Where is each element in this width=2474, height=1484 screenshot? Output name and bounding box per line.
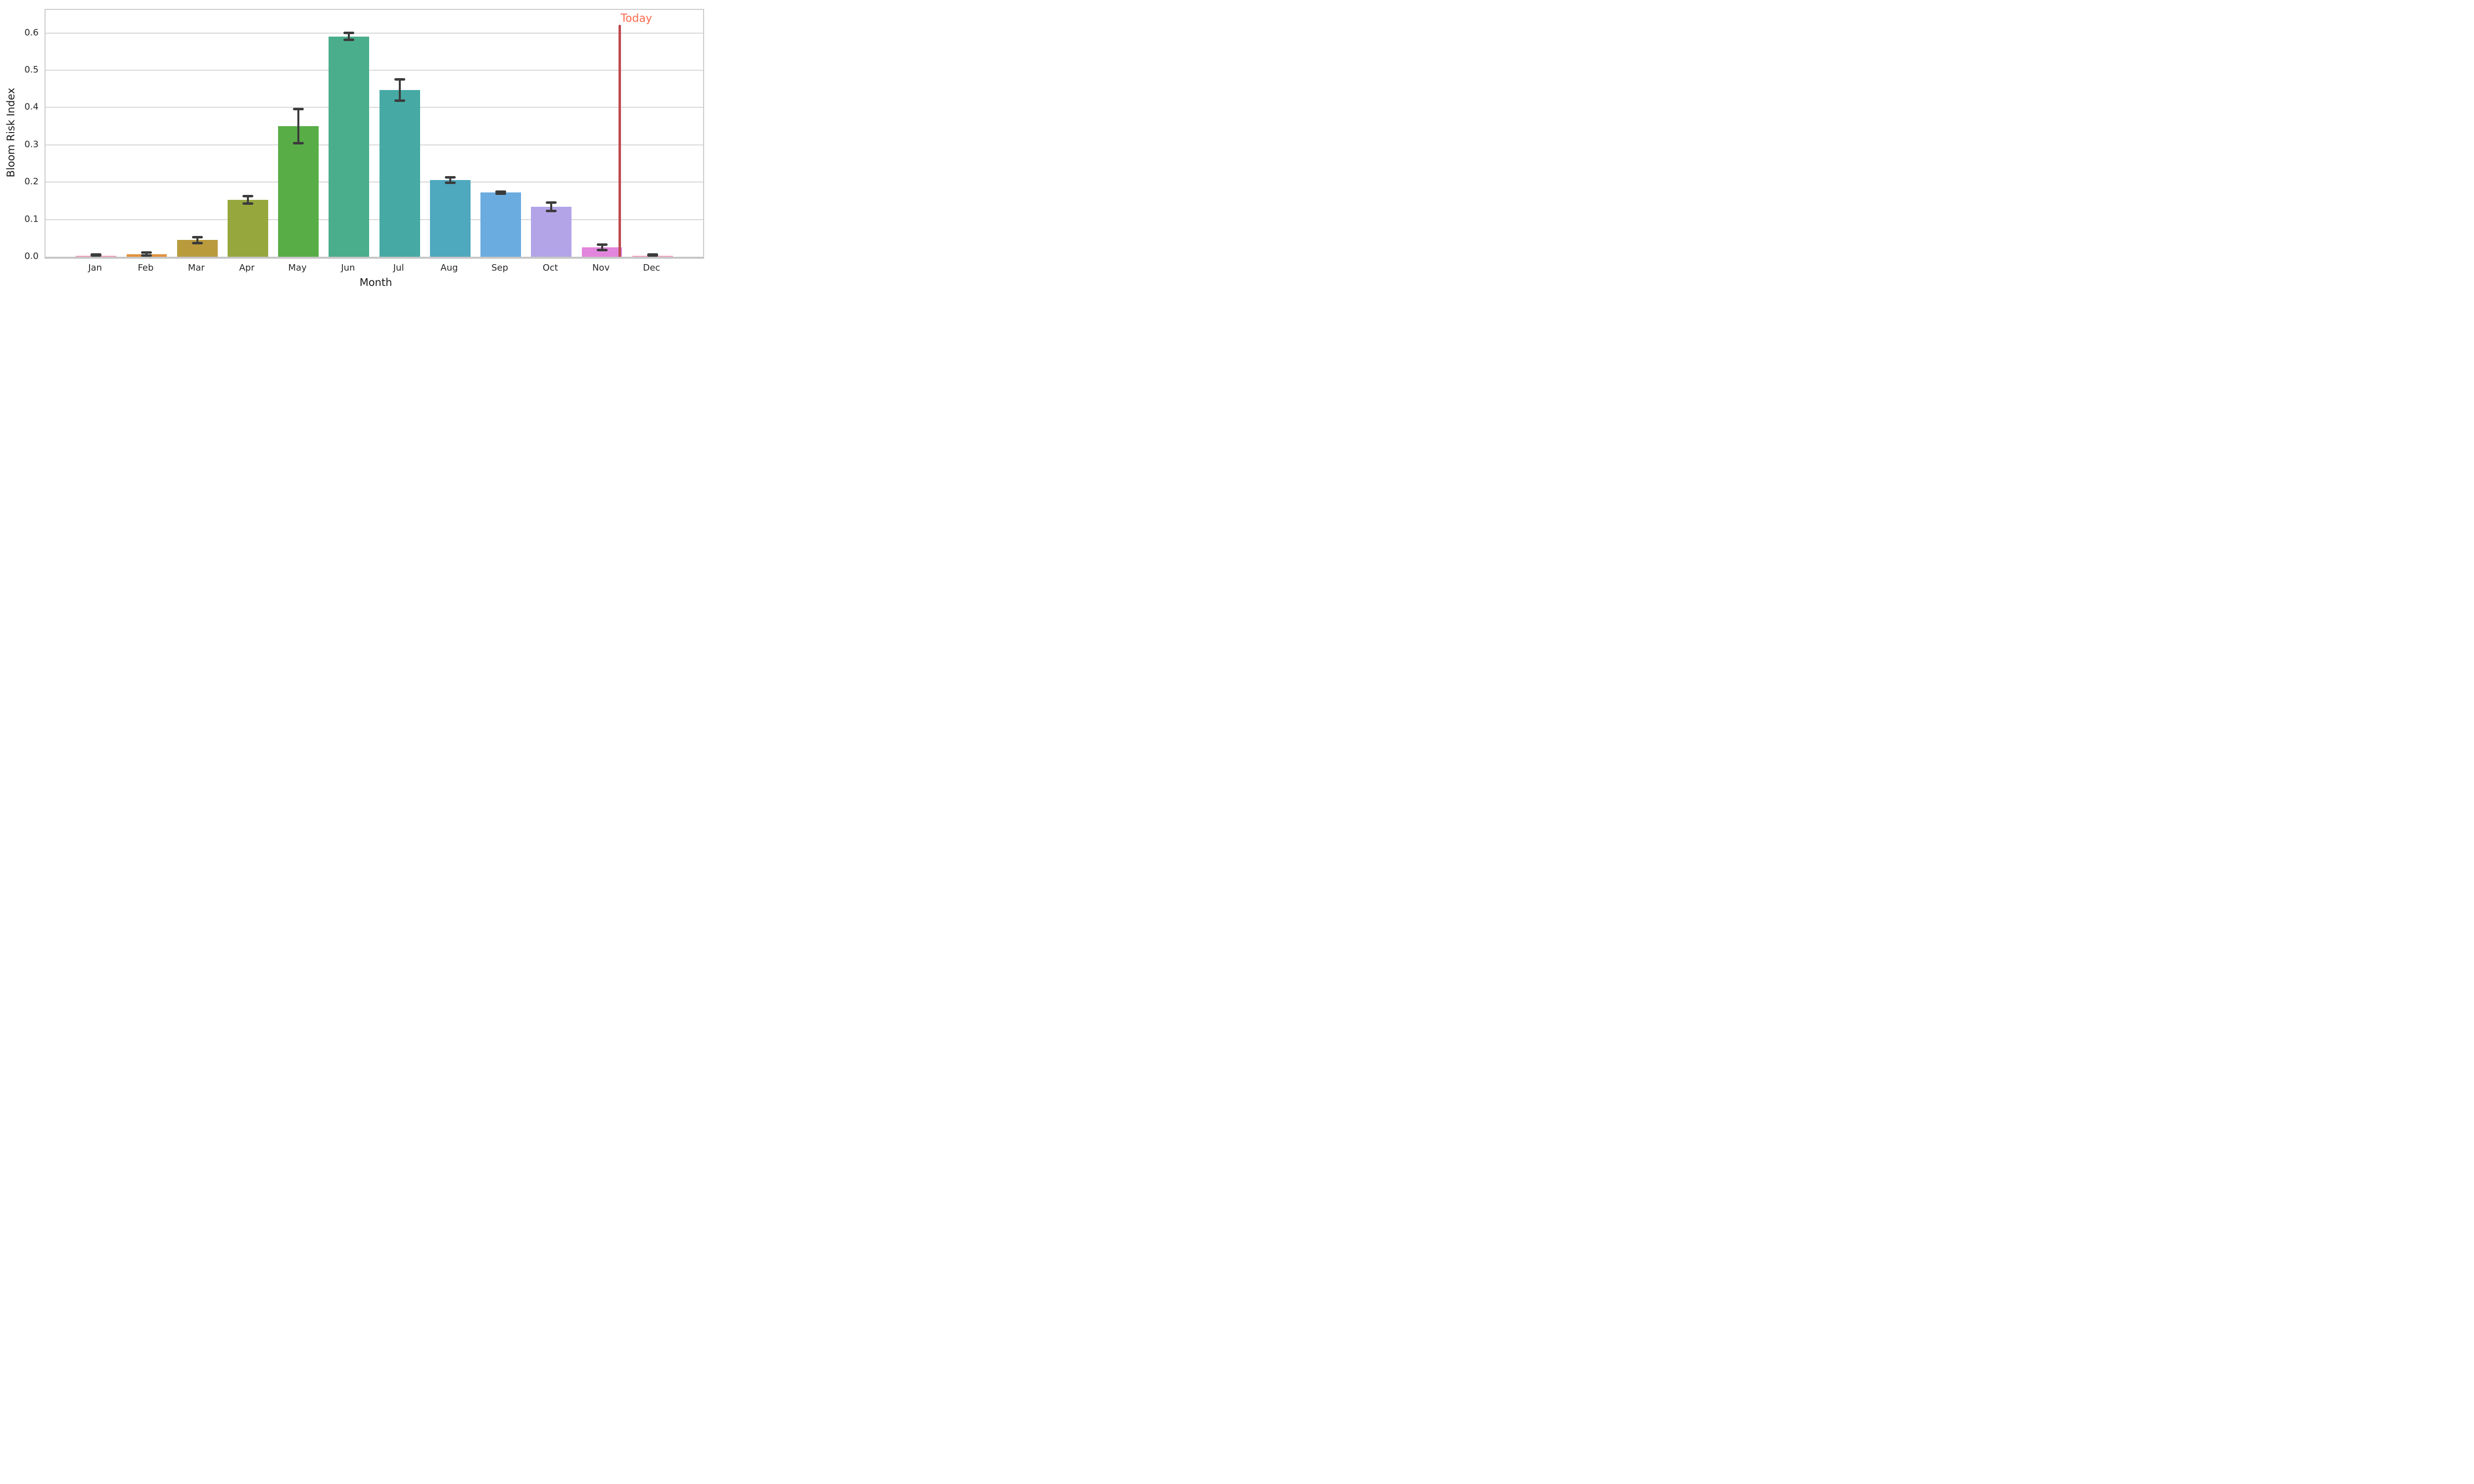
error-bar-cap-top-feb: [141, 251, 152, 254]
gridline-0.5: [46, 70, 703, 71]
error-bar-line-nov: [601, 244, 603, 250]
today-annotation-label: Today: [620, 12, 652, 25]
error-bar-cap-top-apr: [242, 195, 253, 198]
x-tick-label-dec: Dec: [643, 263, 661, 273]
y-axis-label: Bloom Risk Index: [5, 87, 17, 178]
y-tick-label-0.4: 0.4: [24, 101, 39, 112]
x-axis-label: Month: [359, 277, 392, 288]
bar-jul: [379, 90, 420, 257]
error-bar-cap-bottom-oct: [546, 209, 557, 212]
error-bar-cap-bottom-jun: [343, 38, 355, 41]
y-tick-label-0.6: 0.6: [24, 27, 39, 38]
y-tick-label-0.1: 0.1: [24, 214, 39, 225]
x-tick-label-may: May: [288, 263, 307, 273]
y-tick-label-0.5: 0.5: [24, 64, 39, 75]
bar-sep: [480, 192, 521, 257]
x-tick-label-feb: Feb: [138, 263, 154, 273]
error-bar-cap-bottom-may: [293, 142, 304, 145]
x-tick-label-mar: Mar: [188, 263, 205, 273]
error-bar-line-oct: [550, 202, 553, 211]
error-bar-line-may: [297, 109, 300, 143]
error-bar-cap-bottom-jul: [394, 99, 405, 102]
gridline-0.2: [46, 182, 703, 183]
gridline-0.1: [46, 219, 703, 220]
error-bar-cap-bottom-aug: [444, 181, 456, 184]
x-tick-label-apr: Apr: [239, 263, 255, 273]
y-tick-label-0.3: 0.3: [24, 139, 39, 150]
error-bar-cap-top-may: [293, 108, 304, 111]
error-bar-cap-top-jun: [343, 32, 355, 35]
y-tick-label-0.0: 0.0: [24, 251, 39, 262]
error-bar-cap-top-nov: [596, 243, 608, 246]
error-bar-cap-top-jul: [394, 78, 405, 81]
error-bar-cap-bottom-dec: [647, 254, 658, 257]
today-marker-line: [618, 25, 621, 257]
bloom-risk-bar-chart: Bloom Risk Index 0.0 0.1 0.2 0.3 0.4 0.5 0.6 T…: [0, 0, 713, 297]
error-bar-line-jul: [398, 79, 401, 101]
error-bar-cap-top-mar: [191, 235, 203, 238]
bar-oct: [531, 207, 572, 257]
error-bar-cap-bottom-mar: [191, 241, 203, 244]
error-bar-cap-bottom-feb: [141, 254, 152, 257]
error-bar-line-mar: [196, 237, 198, 243]
error-bar-cap-top-sep: [495, 190, 507, 193]
y-tick-label-0.2: 0.2: [24, 176, 39, 187]
error-bar-cap-top-oct: [546, 201, 557, 204]
gridline-0.3: [46, 144, 703, 145]
x-tick-label-oct: Oct: [542, 263, 558, 273]
error-bar-cap-bottom-jan: [91, 254, 102, 257]
x-tick-label-sep: Sep: [491, 263, 509, 273]
x-tick-label-jan: Jan: [88, 263, 102, 273]
x-tick-label-jun: Jun: [341, 263, 355, 273]
error-bar-line-jun: [348, 33, 350, 40]
error-bar-line-aug: [449, 177, 451, 183]
bar-nov: [581, 247, 622, 257]
bar-may: [278, 126, 319, 257]
error-bar-cap-bottom-apr: [242, 202, 253, 205]
plot-area: Today: [45, 9, 704, 259]
x-tick-label-aug: Aug: [440, 263, 458, 273]
error-bar-cap-bottom-sep: [495, 192, 507, 195]
error-bar-line-apr: [246, 196, 249, 204]
error-bar-cap-top-aug: [444, 176, 456, 179]
gridline-0.4: [46, 107, 703, 108]
error-bar-cap-bottom-nov: [596, 248, 608, 251]
bar-apr: [228, 200, 268, 257]
bar-aug: [429, 180, 471, 257]
bar-jun: [329, 36, 370, 257]
gridline-0.6: [46, 32, 703, 34]
x-tick-label-jul: Jul: [393, 263, 404, 273]
x-tick-label-nov: Nov: [592, 263, 610, 273]
